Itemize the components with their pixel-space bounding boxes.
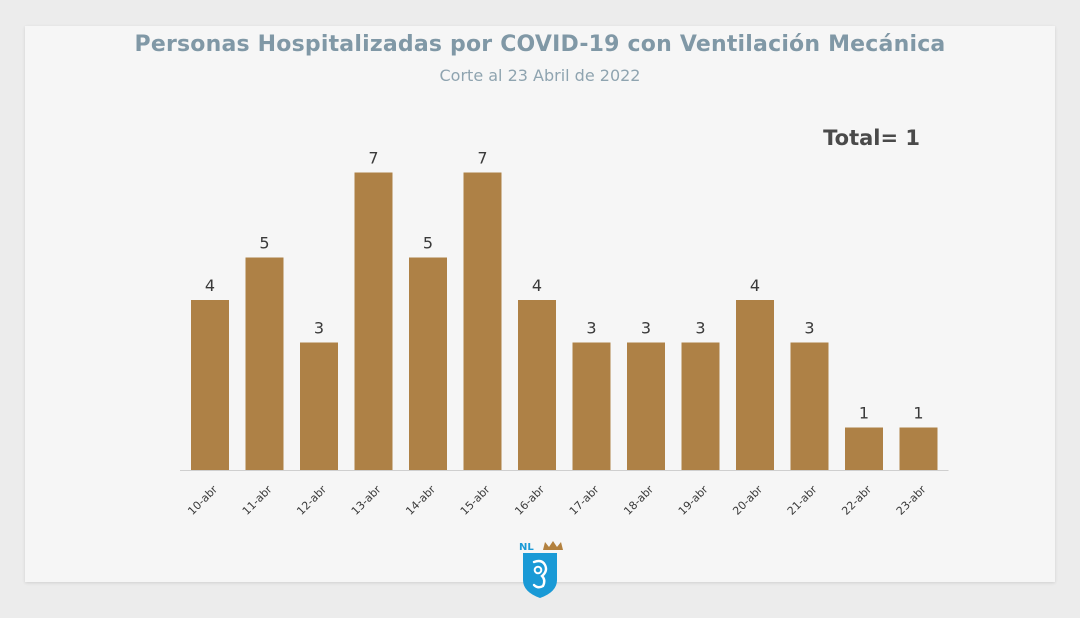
nuevo-leon-shield-icon: NL [517, 540, 563, 600]
data-label-19-abr: 3 [695, 319, 705, 338]
x-tick-label: 16-abr [512, 483, 547, 518]
bar-21-abr [790, 342, 829, 470]
data-label-11-abr: 5 [259, 234, 269, 253]
x-tick-label: 22-abr [839, 483, 874, 518]
bar-23-abr [899, 427, 938, 470]
x-tick-label: 18-abr [621, 483, 656, 518]
x-tick-label: 20-abr [730, 483, 765, 518]
data-label-23-abr: 1 [913, 404, 923, 423]
bar-22-abr [845, 427, 883, 470]
x-tick-label: 19-abr [676, 483, 711, 518]
chart-subtitle: Corte al 23 Abril de 2022 [439, 66, 641, 85]
data-label-21-abr: 3 [804, 319, 814, 338]
data-label-17-abr: 3 [586, 319, 596, 338]
data-label-10-abr: 4 [205, 276, 215, 295]
chart-title: Personas Hospitalizadas por COVID-19 con… [134, 32, 946, 57]
bar-19-abr [681, 342, 720, 470]
x-tick-label: 17-abr [567, 483, 602, 518]
data-label-18-abr: 3 [641, 319, 651, 338]
x-tick-label: 15-abr [458, 483, 493, 518]
x-tick-label: 11-abr [240, 483, 275, 518]
x-tick-label: 23-abr [894, 483, 929, 518]
x-tick-label: 12-abr [294, 483, 329, 518]
bar-11-abr [245, 257, 284, 470]
bar-16-abr [518, 300, 556, 470]
bar-12-abr [300, 342, 338, 470]
data-label-22-abr: 1 [859, 404, 869, 423]
bar-13-abr [354, 172, 393, 470]
data-label-20-abr: 4 [750, 276, 760, 295]
data-label-15-abr: 7 [477, 149, 487, 168]
x-tick-label: 21-abr [785, 483, 820, 518]
x-tick-label: 14-abr [403, 483, 438, 518]
total-label: Total= 1 [823, 126, 920, 150]
logo-text: NL [519, 542, 534, 553]
bar-17-abr [572, 342, 611, 470]
bar-10-abr [191, 300, 229, 470]
bar-20-abr [736, 300, 774, 470]
data-label-14-abr: 5 [423, 234, 433, 253]
data-label-16-abr: 4 [532, 276, 542, 295]
x-tick-label: 10-abr [185, 483, 220, 518]
bar-18-abr [627, 342, 665, 470]
bar-15-abr [463, 172, 502, 470]
bar-14-abr [409, 257, 447, 470]
data-label-12-abr: 3 [314, 319, 324, 338]
x-tick-label: 13-abr [349, 483, 384, 518]
data-label-13-abr: 7 [368, 149, 378, 168]
